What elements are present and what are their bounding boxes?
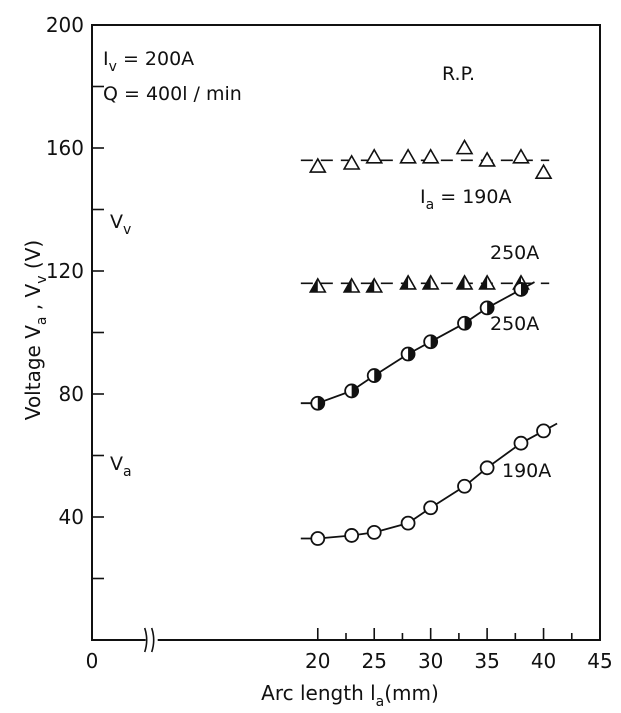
data-point-s2-0 [310,395,326,411]
data-point-s3-4 [423,500,439,516]
y-tick-label: 40 [59,505,84,529]
data-point-s1-5 [455,274,474,290]
marker-fill [408,347,415,361]
axis-ticks: 200 160 120 80 40 0 20 25 30 35 40 45 [46,13,613,673]
axis-break-mark [143,627,148,653]
axis-break-mark [150,627,155,653]
plot-frame [91,24,601,653]
data-point-s2-3 [400,346,416,362]
x-tick-label: 25 [361,649,386,673]
x-tick-label: 0 [86,649,99,673]
marker-fill [374,369,381,383]
x-axis-title: Arc length la(mm) [261,681,439,710]
data-point-s0-6 [478,151,496,167]
marker-fill [310,278,318,292]
data-point-s2-7 [513,282,529,297]
data-point-s1-4 [421,274,440,290]
data-point-s0-8 [534,163,553,180]
x-tick-label: 30 [418,649,443,673]
data-point-s2-5 [457,315,472,331]
series-label-va-250: 250A [490,313,539,335]
data-point-s2-2 [366,368,382,383]
data-point-s2-4 [423,334,439,350]
y-tick-label: 120 [46,259,84,283]
y-tick-label: 160 [46,136,84,160]
data-point-s3-3 [400,515,416,531]
y-tick-label: 200 [46,13,84,37]
data-point-s0-7 [512,148,530,164]
x-tick-label: 40 [531,649,556,673]
marker-fill [479,275,488,289]
marker-fill [400,275,409,289]
data-point-s1-1 [342,277,361,293]
series-label-va-190: 190A [502,460,551,482]
series-label-vv-250: 250A [490,242,539,264]
fit-line-2 [300,281,535,405]
marker-fill [344,278,352,292]
data-point-s0-4 [421,148,440,164]
va-label: Va [110,453,132,480]
data-point-s3-5 [457,478,472,494]
x-tick-label: 35 [474,649,499,673]
data-point-s3-8 [536,423,551,439]
marker-fill [430,335,438,349]
marker-fill [366,278,375,292]
data-point-s0-1 [342,154,361,170]
data-point-s0-5 [455,138,474,155]
data-point-s1-0 [308,277,327,293]
marker-fill [317,396,325,410]
data-point-s1-6 [478,274,496,290]
x-tick-label: 45 [587,649,612,673]
data-point-s3-2 [366,524,382,540]
series-label-vv-190: Ia = 190A [420,186,511,213]
marker-fill [351,384,359,398]
data-point-s0-3 [399,148,417,164]
data-point-s0-2 [365,148,384,164]
data-point-s3-1 [344,528,360,543]
data-point-s0-0 [308,157,327,173]
q-condition: Q = 400l / min [103,83,242,105]
marker-fill [464,316,472,330]
marker-fill [423,275,431,289]
data-point-s1-2 [365,277,384,293]
data-point-s3-6 [479,460,495,476]
marker-fill [520,282,528,296]
data-point-s1-3 [399,274,417,290]
iv-condition: Iv = 200A [103,48,194,75]
data-point-s3-0 [310,531,326,546]
data-point-s3-7 [513,435,529,451]
y-axis-title: Voltage Va , Vv (V) [21,240,50,420]
data-point-s2-6 [479,300,495,316]
marker-fill [457,275,465,289]
axis-break-gap [145,628,158,652]
vv-label: Vv [110,211,131,238]
x-tick-label: 20 [305,649,330,673]
y-tick-label: 80 [59,382,84,406]
data-point-s2-1 [344,383,360,399]
data-markers [308,138,553,546]
marker-fill [487,301,494,315]
rp-condition: R.P. [442,63,475,85]
